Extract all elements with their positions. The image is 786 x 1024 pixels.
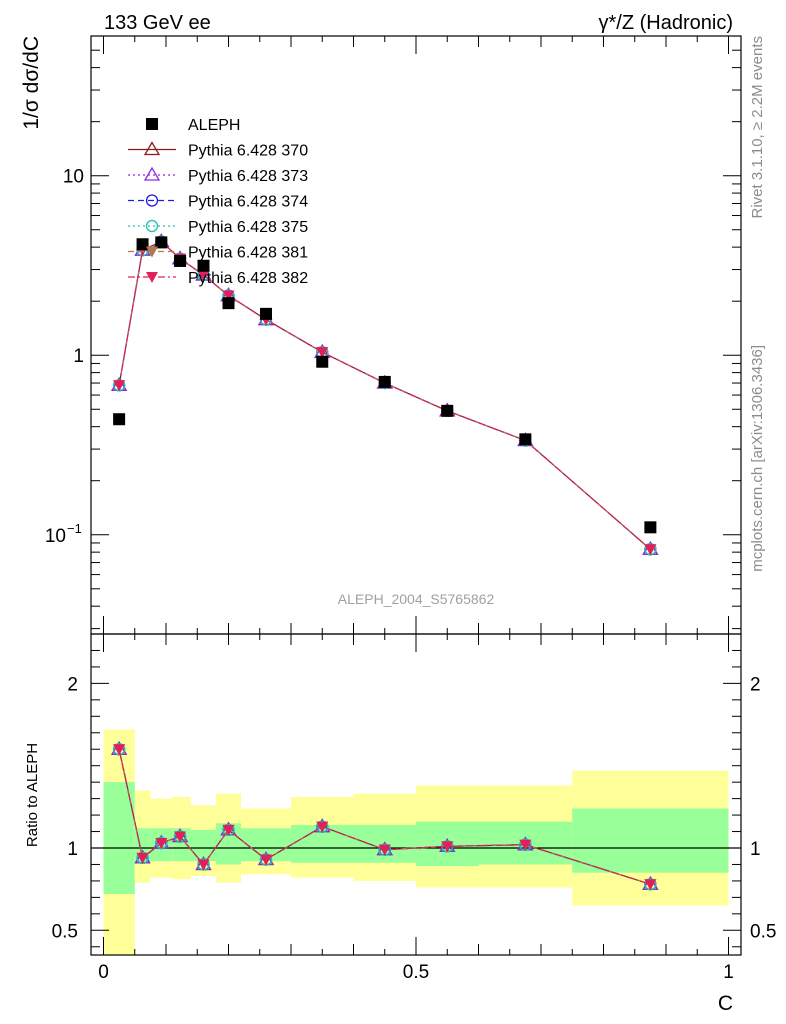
mc-point-6-4 [197,269,210,281]
ratio-line-6 [118,749,651,885]
legend-label-3: Pythia 6.428 374 [188,194,308,211]
ratio-y-tick-label-1: 1 [67,839,78,860]
rivet-version-label: Rivet 3.1.10, ≥ 2.2M events [749,36,766,219]
data-point-7 [316,355,329,368]
main-y-axis-label: 1/σ dσ/dC [20,36,43,130]
ratio-point-6-9 [441,841,454,853]
mc-point-6-7 [316,347,329,359]
data-point-6 [260,307,272,320]
legend-marker-0 [146,118,158,130]
x-tick-label-0: 0 [98,962,109,983]
legend: ALEPH Pythia 6.428 370 Pythia 6.428 373 Pyt… [128,117,308,287]
ratio-y-axis-label: Ratio to ALEPH [24,743,41,847]
mc-line-4 [118,240,651,550]
ratio-point-6-10 [519,839,532,851]
ratio-point-6-2 [155,838,168,850]
mc-point-6-11 [644,544,657,556]
header-right-label: γ*/Z (Hadronic) [599,12,733,34]
legend-marker-2 [143,166,161,181]
legend-marker-5 [146,246,158,258]
mc-point-6-5 [222,290,235,302]
legend-label-2: Pythia 6.428 373 [188,168,308,185]
ratio-point-6-3 [174,831,187,843]
data-point-2 [155,236,168,249]
ratio-point-6-0 [113,744,126,756]
main-y-tick-label-2: 10 [45,526,66,547]
legend-label-1: Pythia 6.428 370 [188,143,308,160]
legend-marker-3 [145,194,159,207]
mc-line-2 [118,240,651,550]
legend-label-6: Pythia 6.428 382 [188,270,308,287]
main-y-tick-label-1: 1 [73,346,84,367]
legend-marker-6 [146,272,158,283]
data-point-4 [197,259,210,272]
ratio-y-tick-label-2: 0.5 [52,921,78,942]
ratio-y-tick-label-0: 2 [67,674,78,695]
data-point-5 [222,297,235,310]
ratio-band-inner-0 [103,782,135,895]
ratio-point-6-8 [378,844,391,856]
legend-label-5: Pythia 6.428 381 [188,245,308,262]
ratio-point-6-1 [136,852,149,864]
analysis-watermark: ALEPH_2004_S5765862 [338,591,495,607]
mcplots-label: mcplots.cern.ch [arXiv:1306.3436] [749,345,766,572]
data-point-3 [174,254,187,267]
data-point-9 [441,404,454,417]
ratio-band-inner-11 [572,808,729,873]
main-y-tick-label-0: 10 [63,167,84,188]
ratio-y-tick-label-right-1: 1 [750,839,761,860]
data-point-11 [644,521,657,534]
legend-label-0: ALEPH [188,117,240,134]
data-point-0 [113,413,126,426]
main-plot-marks [110,233,659,556]
ratio-point-6-6 [260,854,272,866]
mc-line-1 [118,240,651,550]
x-tick-label-1: 0.5 [403,962,429,983]
x-tick-label-2: 1 [723,962,734,983]
data-point-8 [378,375,391,388]
legend-label-4: Pythia 6.428 375 [188,219,308,236]
ratio-point-6-11 [644,879,657,891]
legend-marker-4 [145,219,159,233]
data-point-1 [136,238,149,251]
mc-line-3 [118,240,651,550]
ratio-point-6-5 [222,824,235,836]
legend-marker-1 [143,141,161,156]
main-y-tick-exponent-2: −1 [67,521,82,536]
mc-line-5 [118,240,651,550]
ratio-uncertainty-bands [103,729,729,955]
ratio-plot-marks [110,740,659,891]
mc-point-6-0 [113,380,126,392]
x-axis-label: C [718,992,733,1015]
ratio-point-6-4 [197,859,210,871]
data-point-10 [519,433,532,446]
ratio-band-inner-4 [191,829,216,862]
ratio-y-tick-label-right-0: 2 [750,674,761,695]
header-left-label: 133 GeV ee [104,12,211,34]
mc-line-6 [118,240,651,550]
ratio-y-tick-label-right-2: 0.5 [750,921,776,942]
ratio-point-6-7 [316,821,329,833]
